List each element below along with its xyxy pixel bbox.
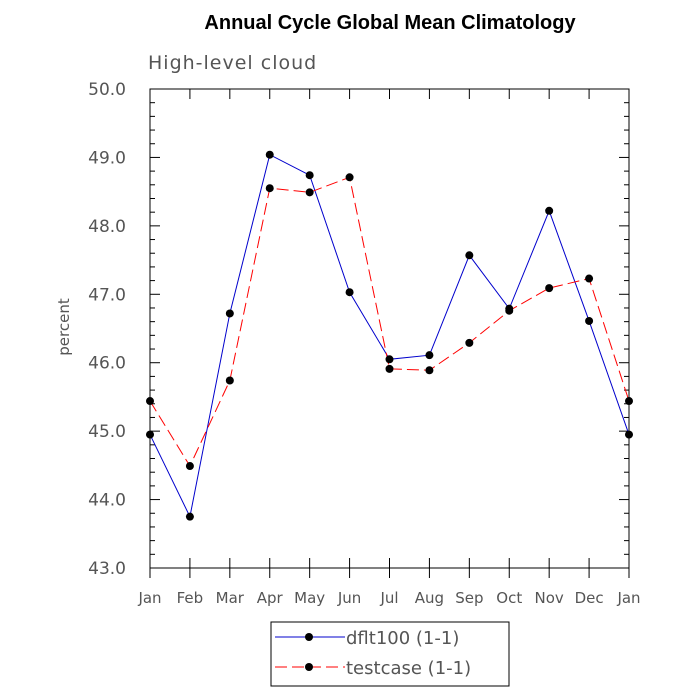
- y-tick-label: 48.0: [88, 217, 126, 237]
- legend-label-2: testcase (1-1): [346, 658, 471, 679]
- y-tick-label: 44.0: [88, 491, 126, 511]
- data-point: [585, 274, 594, 283]
- x-tick-label: Apr: [257, 589, 284, 607]
- y-tick-label: 50.0: [88, 80, 126, 100]
- series-lines: [149, 153, 630, 519]
- y-tick-label: 43.0: [88, 559, 126, 579]
- y-axis-label: percent: [55, 298, 73, 356]
- data-point: [305, 171, 314, 180]
- data-point: [185, 462, 194, 471]
- data-point: [385, 364, 394, 373]
- legend-marker-2: [305, 663, 313, 671]
- data-point: [545, 206, 554, 215]
- data-point: [465, 251, 474, 260]
- legend-marker-1: [305, 633, 313, 641]
- x-tick-label: Jan: [137, 589, 161, 607]
- x-tick-label: Nov: [535, 589, 564, 607]
- data-point: [345, 288, 354, 297]
- x-tick-label: Oct: [496, 589, 522, 607]
- x-tick-label: Mar: [216, 589, 245, 607]
- x-tick-label: Dec: [575, 589, 604, 607]
- y-tick-label: 45.0: [88, 422, 126, 442]
- data-point: [385, 355, 394, 364]
- data-point: [265, 184, 274, 193]
- data-point: [185, 512, 194, 521]
- data-point: [425, 366, 434, 375]
- chart-title: Annual Cycle Global Mean Climatology: [204, 12, 576, 34]
- chart-subtitle: High-level cloud: [148, 52, 317, 74]
- y-tick-label: 46.0: [88, 354, 126, 374]
- legend-label-1: dflt100 (1-1): [346, 628, 459, 649]
- y-tick-label: 47.0: [88, 285, 126, 305]
- axis-ticks: [149, 88, 630, 578]
- legend: dflt100 (1-1) testcase (1-1): [270, 621, 510, 687]
- x-tick-labels: Jan Feb Mar Apr May Jun Jul Aug Sep Oct Nov Dec Jan: [137, 589, 640, 607]
- x-tick-label: Jul: [379, 589, 398, 607]
- x-tick-label: Jun: [337, 589, 361, 607]
- data-point: [425, 351, 434, 360]
- x-tick-label: Feb: [177, 589, 204, 607]
- data-point: [305, 188, 314, 197]
- legend-box: [270, 621, 510, 687]
- y-tick-label: 49.0: [88, 148, 126, 168]
- data-point: [505, 306, 514, 315]
- x-tick-label: May: [294, 589, 325, 607]
- x-tick-label: Sep: [455, 589, 483, 607]
- data-point: [545, 284, 554, 293]
- data-point: [465, 338, 474, 347]
- x-tick-label: Jan: [616, 589, 640, 607]
- data-point: [265, 150, 274, 159]
- plot-frame: [149, 88, 630, 569]
- data-point: [225, 376, 234, 385]
- x-tick-label: Aug: [415, 589, 444, 607]
- series-line-2: [149, 176, 630, 468]
- series-line-1: [149, 153, 630, 519]
- y-tick-labels: 43.0 44.0 45.0 46.0 47.0 48.0 49.0 50.0: [88, 80, 126, 579]
- data-point: [585, 316, 594, 325]
- series-points: [146, 150, 633, 521]
- data-point: [225, 309, 234, 318]
- data-point: [345, 173, 354, 182]
